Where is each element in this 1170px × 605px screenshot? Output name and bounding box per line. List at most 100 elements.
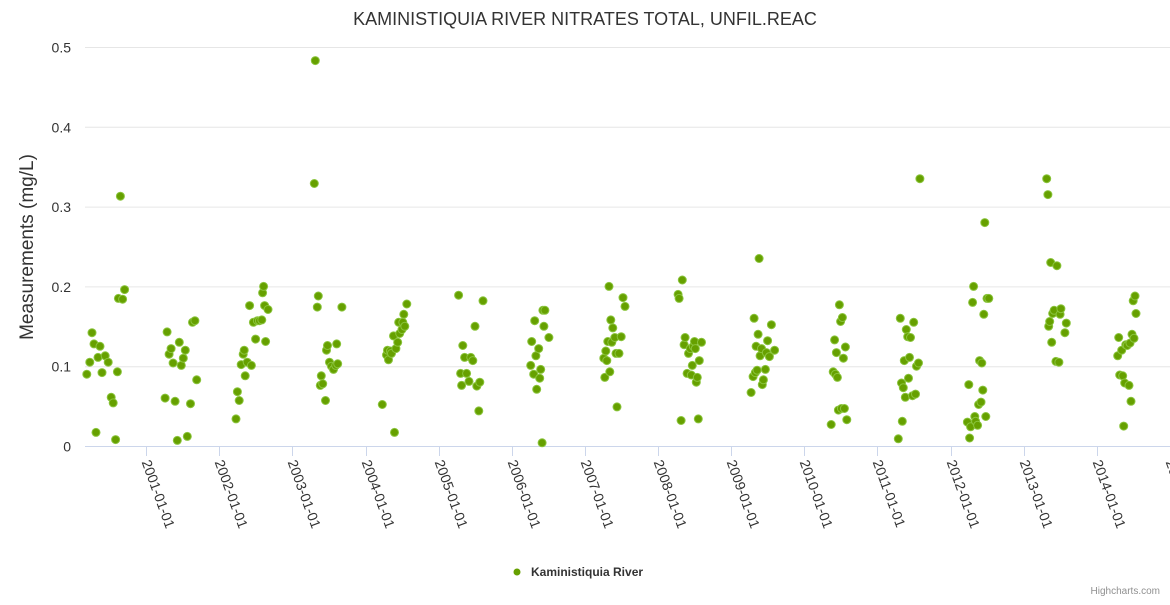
data-point[interactable]	[900, 392, 910, 402]
data-point[interactable]	[1124, 380, 1134, 390]
data-point[interactable]	[763, 336, 773, 346]
data-point[interactable]	[245, 301, 255, 311]
data-point[interactable]	[746, 388, 756, 397]
data-point[interactable]	[601, 346, 611, 356]
data-point[interactable]	[478, 296, 488, 306]
data-point[interactable]	[914, 358, 923, 368]
data-point[interactable]	[310, 56, 320, 66]
data-point[interactable]	[1052, 261, 1062, 271]
data-point[interactable]	[758, 375, 768, 385]
data-point[interactable]	[1130, 291, 1140, 301]
data-point[interactable]	[170, 396, 180, 406]
data-point[interactable]	[834, 300, 844, 310]
data-point[interactable]	[174, 337, 184, 347]
data-point[interactable]	[532, 384, 542, 394]
data-point[interactable]	[240, 371, 250, 381]
data-point[interactable]	[192, 375, 202, 385]
data-point[interactable]	[904, 373, 913, 383]
data-point[interactable]	[530, 316, 540, 326]
data-point[interactable]	[895, 313, 905, 323]
credits-link[interactable]: Highcharts.com	[1091, 586, 1160, 597]
data-point[interactable]	[901, 325, 911, 334]
data-point[interactable]	[1060, 328, 1070, 338]
data-point[interactable]	[309, 179, 319, 188]
data-point[interactable]	[604, 281, 614, 291]
data-point[interactable]	[166, 344, 176, 354]
data-point[interactable]	[85, 357, 95, 367]
data-point[interactable]	[620, 301, 630, 311]
data-point[interactable]	[312, 302, 322, 312]
data-point[interactable]	[753, 329, 763, 339]
data-point[interactable]	[112, 367, 122, 377]
data-point[interactable]	[964, 380, 974, 390]
data-point[interactable]	[178, 353, 188, 363]
data-point[interactable]	[120, 285, 130, 295]
data-point[interactable]	[687, 360, 697, 370]
data-point[interactable]	[390, 427, 399, 437]
data-point[interactable]	[534, 344, 544, 354]
data-point[interactable]	[462, 368, 472, 378]
data-point[interactable]	[1129, 333, 1139, 343]
data-point[interactable]	[160, 393, 170, 403]
data-point[interactable]	[259, 281, 269, 291]
data-point[interactable]	[770, 345, 780, 355]
data-point[interactable]	[1126, 396, 1136, 406]
data-point[interactable]	[614, 348, 624, 358]
data-point[interactable]	[754, 254, 764, 263]
data-point[interactable]	[965, 433, 975, 443]
data-point[interactable]	[468, 356, 478, 366]
data-point[interactable]	[400, 321, 410, 331]
data-point[interactable]	[1114, 333, 1124, 342]
data-point[interactable]	[693, 414, 703, 424]
data-point[interactable]	[898, 383, 908, 393]
data-point[interactable]	[103, 357, 113, 367]
data-point[interactable]	[897, 416, 907, 426]
data-point[interactable]	[402, 299, 412, 309]
data-point[interactable]	[973, 420, 983, 430]
data-point[interactable]	[95, 341, 105, 351]
data-point[interactable]	[190, 316, 200, 326]
data-point[interactable]	[526, 360, 536, 370]
data-point[interactable]	[969, 281, 979, 291]
data-point[interactable]	[978, 385, 988, 395]
data-point[interactable]	[976, 397, 986, 407]
data-point[interactable]	[232, 387, 242, 397]
data-point[interactable]	[694, 356, 704, 366]
data-point[interactable]	[1047, 337, 1057, 347]
data-point[interactable]	[612, 402, 622, 412]
data-point[interactable]	[234, 396, 244, 405]
data-point[interactable]	[474, 406, 484, 416]
data-point[interactable]	[602, 356, 612, 366]
data-point[interactable]	[333, 359, 343, 369]
data-point[interactable]	[464, 376, 474, 386]
data-point[interactable]	[82, 369, 92, 379]
data-point[interactable]	[399, 309, 409, 319]
data-point[interactable]	[91, 427, 101, 437]
data-point[interactable]	[605, 367, 615, 377]
data-point[interactable]	[911, 389, 920, 399]
legend-marker[interactable]	[512, 567, 522, 577]
data-point[interactable]	[968, 297, 978, 307]
data-point[interactable]	[454, 290, 464, 300]
data-point[interactable]	[831, 348, 841, 358]
data-point[interactable]	[316, 371, 326, 381]
data-point[interactable]	[239, 345, 249, 355]
data-point[interactable]	[608, 323, 618, 333]
data-point[interactable]	[318, 379, 328, 389]
data-point[interactable]	[690, 344, 700, 354]
data-point[interactable]	[600, 372, 610, 382]
data-point[interactable]	[842, 415, 852, 425]
data-point[interactable]	[332, 339, 342, 349]
data-point[interactable]	[162, 327, 172, 337]
data-point[interactable]	[111, 435, 121, 445]
data-point[interactable]	[87, 328, 97, 338]
data-point[interactable]	[470, 321, 480, 331]
data-point[interactable]	[1045, 317, 1055, 326]
data-point[interactable]	[458, 341, 468, 350]
data-point[interactable]	[1061, 318, 1071, 328]
data-point[interactable]	[118, 294, 128, 304]
legend-label[interactable]: Kaministiquia River	[531, 565, 643, 579]
data-point[interactable]	[840, 342, 850, 352]
data-point[interactable]	[377, 400, 387, 409]
data-point[interactable]	[680, 333, 690, 342]
